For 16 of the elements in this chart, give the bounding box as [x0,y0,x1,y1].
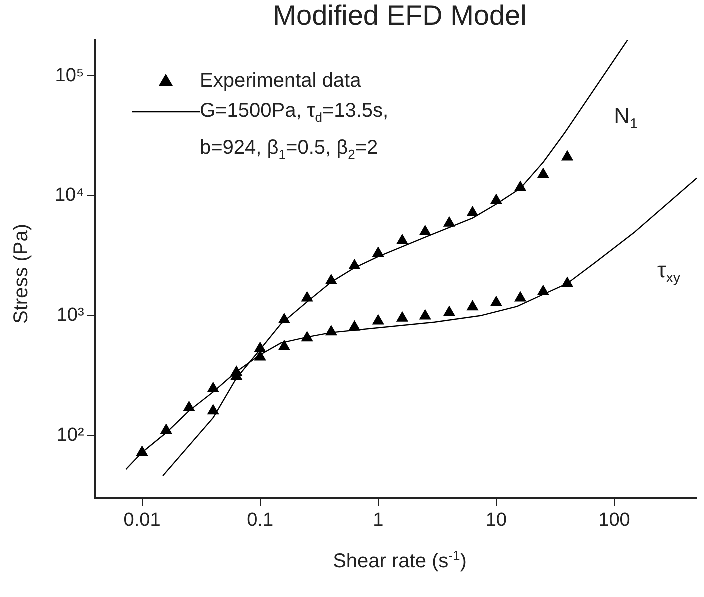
legend-label: Experimental data [200,69,362,94]
x-tick-label: 0.01 [124,510,161,531]
x-tick-label: 0.1 [247,510,274,531]
x-axis-title: Shear rate (s$^{-1}$) [332,548,468,574]
y-tick-label: 10⁵ [55,65,84,86]
chart-title: Modified EFD Model [272,0,528,32]
y-tick-label: 10³ [56,304,84,326]
x-tick-label: 1 [373,510,384,531]
x-tick-label: 100 [598,510,630,531]
text: G=1500Pa, τ$_{d}$=13.5s, b=924, β$_{1}$=0.5, β$_{2}$=2 [200,100,389,162]
annotation: τ$_{xy}$ [658,257,680,287]
y-axis-title: Stress (Pa) [10,224,34,324]
annotation: N$_{1}$ [614,103,638,133]
y-tick-label: 10² [56,424,84,446]
x-tick-label: 10 [486,510,508,531]
y-tick-label: 10⁴ [54,185,84,206]
